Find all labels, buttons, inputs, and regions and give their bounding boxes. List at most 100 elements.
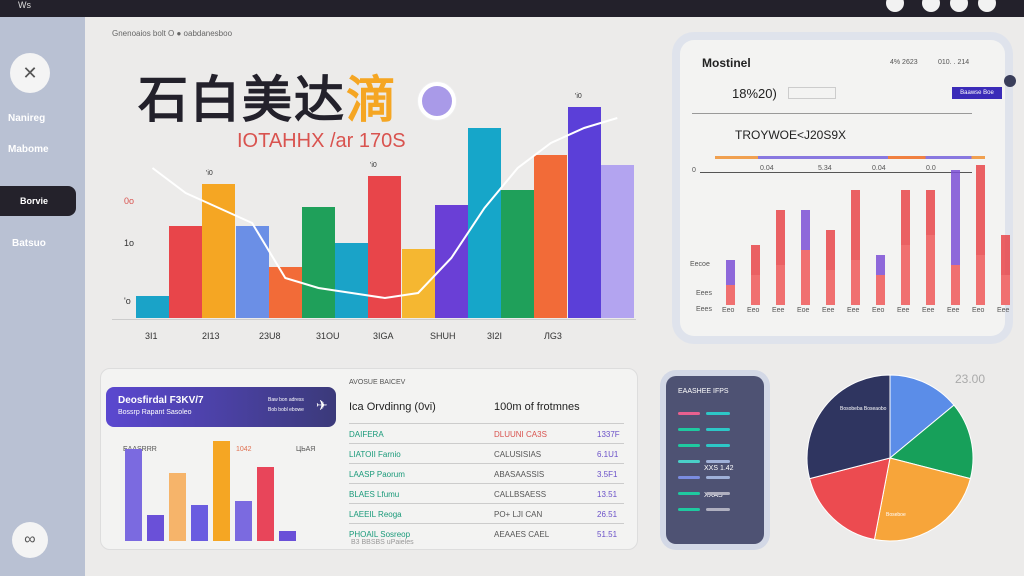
table-row: LIATOII Farnio CALUSISIAS 6.1U1	[349, 443, 624, 463]
table-row: LAASP Paorum ABASAASSIS 3.5F1	[349, 463, 624, 483]
data-label: 'i0	[575, 93, 582, 100]
app-title: Ws	[18, 0, 31, 10]
right-bar	[751, 245, 760, 275]
axis-label: 0	[692, 167, 696, 174]
right-bar	[726, 285, 735, 305]
table-cell: LAEEIL Reoga	[349, 510, 402, 519]
y-label: Eecoe	[690, 261, 710, 268]
scrollbar-thumb[interactable]	[1004, 75, 1016, 87]
table-cell: DAIFERA	[349, 430, 384, 439]
pie-slice-4	[806, 374, 891, 480]
x-tick-label: 2I13	[202, 331, 220, 341]
panel-meta: 010. . 214	[938, 59, 970, 66]
right-bar	[851, 190, 860, 260]
sidebar: ✕ Nanireg Mabome Borvie Batsuo ∞	[0, 17, 85, 576]
right-bar	[951, 170, 960, 265]
table-row: BLAES Lfumu CALLBSAESS 13.51	[349, 483, 624, 503]
right-bar	[826, 270, 835, 305]
sidebar-item[interactable]: Batsuo	[12, 238, 46, 249]
x-label: Eeo	[972, 307, 985, 314]
right-bar	[901, 245, 910, 305]
logo-icon[interactable]: ✕	[10, 53, 50, 93]
axis-label: 5.34	[818, 165, 832, 172]
table-cell: PO+ LJI CAN	[494, 510, 543, 519]
avatar-icon[interactable]	[418, 82, 456, 120]
legend-line	[678, 508, 700, 511]
mini-bar	[169, 473, 186, 541]
banner-meta: Baw bon adress	[268, 397, 304, 403]
x-label: Eee	[947, 307, 960, 314]
pie-slice-2	[873, 457, 972, 542]
x-label: Eeo	[722, 307, 735, 314]
x-label: Eee	[772, 307, 785, 314]
value-input[interactable]	[788, 87, 836, 99]
y-tick: 1o	[124, 238, 135, 248]
table-cell: 6.1U1	[597, 450, 619, 459]
legend-line	[706, 508, 730, 511]
bar-0	[136, 296, 169, 318]
x-tick-label: 3IGA	[373, 331, 394, 341]
section-title: TROYWOE<J20S9X	[735, 128, 847, 142]
table-footer: B3 BBSBS uPaieles	[351, 539, 414, 546]
pie-slice-1	[888, 404, 974, 480]
top-bar: Ws	[0, 0, 1024, 17]
panel-meta: 4% 2623	[890, 59, 918, 66]
pie-slice-3	[808, 457, 891, 541]
pie-total: 23.00	[955, 372, 986, 386]
banner-title: Deosfirdal F3KV/7	[118, 395, 204, 406]
mini-bar	[257, 467, 274, 541]
right-bar	[926, 235, 935, 305]
link-icon[interactable]: ∞	[12, 522, 48, 558]
x-tick-label: 3I1	[145, 331, 158, 341]
bird-icon: ✈	[316, 397, 328, 413]
right-bar	[801, 250, 810, 305]
table-row: DAIFERA DLUUNI CA3S 1337F	[349, 423, 624, 443]
timeline-bar	[715, 156, 985, 159]
sidebar-item-active[interactable]: Borvie	[0, 186, 76, 216]
legend-line	[706, 444, 730, 447]
panel-value: 18%20)	[732, 86, 777, 101]
table-cell: 1337F	[597, 430, 620, 439]
mini-legend: 1042	[236, 446, 252, 453]
notification-icon[interactable]	[922, 0, 940, 12]
y-label: Eees	[696, 306, 712, 313]
legend-line	[678, 476, 700, 479]
axis-label: 0.0	[926, 165, 936, 172]
legend-line	[678, 412, 700, 415]
settings-icon[interactable]	[950, 0, 968, 12]
sidebar-item[interactable]: Nanireg	[8, 113, 46, 124]
profile-icon[interactable]	[978, 0, 996, 12]
window-icon[interactable]	[886, 0, 904, 12]
mini-bar	[147, 515, 164, 541]
table-cell: 51.51	[597, 530, 618, 539]
baseline	[112, 319, 636, 320]
right-bar	[951, 265, 960, 305]
right-bar	[776, 265, 785, 305]
table-cell: LAASP Paorum	[349, 470, 405, 479]
summary-banner: Deosfirdal F3KV/7 Bossrp Rapant Sasoleo …	[106, 387, 336, 427]
table-cell: DLUUNI CA3S	[494, 430, 547, 439]
banner-meta: Bob bobl ebowe	[268, 407, 304, 413]
legend-line	[706, 492, 730, 495]
pie-label: Bosobeba Boseaobo	[840, 406, 887, 412]
right-bar	[801, 210, 810, 250]
mini-legend: ЦЬАЯ	[296, 446, 316, 453]
table-caption: AVOSUE BAICEV	[349, 379, 406, 386]
breadcrumb: Gnenoaios bolt O ● oabdanesboo	[112, 29, 233, 38]
x-label: Eee	[922, 307, 935, 314]
legend-line	[706, 460, 730, 463]
x-tick-label: 23U8	[259, 331, 281, 341]
right-bar	[1001, 275, 1010, 305]
legend-label: XXAS	[704, 492, 723, 499]
table-cell: 13.51	[597, 490, 618, 499]
x-label: Eoe	[797, 307, 810, 314]
x-label: Eeo	[872, 307, 885, 314]
panel-action-button[interactable]: Baawse Boe	[952, 87, 1002, 99]
x-tick-label: SHUH	[430, 331, 456, 341]
table-cell: PHOAIL Sosreop	[349, 530, 411, 539]
sidebar-item[interactable]: Mabome	[8, 144, 49, 155]
x-label: Eee	[997, 307, 1010, 314]
right-bar	[726, 260, 735, 285]
legend-label: XXS 1.42	[704, 465, 734, 472]
